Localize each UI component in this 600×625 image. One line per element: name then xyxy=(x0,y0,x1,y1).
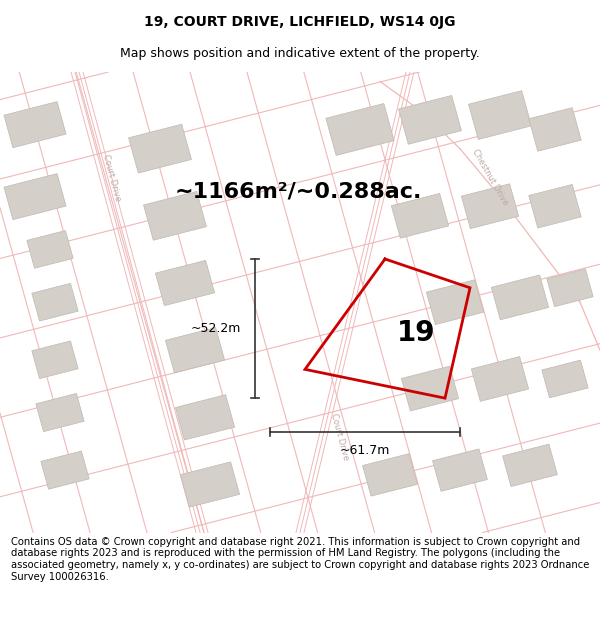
Polygon shape xyxy=(36,394,84,432)
Text: ~52.2m: ~52.2m xyxy=(191,322,241,335)
Polygon shape xyxy=(427,280,484,324)
Polygon shape xyxy=(175,395,235,440)
Polygon shape xyxy=(143,191,206,240)
Text: Contains OS data © Crown copyright and database right 2021. This information is : Contains OS data © Crown copyright and d… xyxy=(11,537,589,582)
Polygon shape xyxy=(529,107,581,151)
Polygon shape xyxy=(166,328,224,372)
Polygon shape xyxy=(181,462,239,507)
Text: Court Drive: Court Drive xyxy=(101,153,122,202)
Polygon shape xyxy=(398,96,461,144)
Text: ~1166m²/~0.288ac.: ~1166m²/~0.288ac. xyxy=(175,182,422,202)
Polygon shape xyxy=(41,451,89,489)
Polygon shape xyxy=(326,104,394,156)
Polygon shape xyxy=(547,269,593,307)
Polygon shape xyxy=(461,184,518,229)
Text: 19: 19 xyxy=(397,319,436,348)
Polygon shape xyxy=(128,124,191,173)
Polygon shape xyxy=(469,91,532,139)
Polygon shape xyxy=(503,444,557,486)
Polygon shape xyxy=(32,341,78,379)
Polygon shape xyxy=(542,360,588,398)
Polygon shape xyxy=(391,193,449,238)
Polygon shape xyxy=(4,174,66,219)
Polygon shape xyxy=(491,275,548,320)
Polygon shape xyxy=(362,454,418,496)
Polygon shape xyxy=(433,449,487,491)
Polygon shape xyxy=(401,366,458,411)
Text: 19, COURT DRIVE, LICHFIELD, WS14 0JG: 19, COURT DRIVE, LICHFIELD, WS14 0JG xyxy=(144,14,456,29)
Polygon shape xyxy=(472,357,529,401)
Polygon shape xyxy=(529,184,581,228)
Polygon shape xyxy=(4,102,66,148)
Text: Chestnut Drive: Chestnut Drive xyxy=(470,148,510,207)
Polygon shape xyxy=(155,261,215,306)
Polygon shape xyxy=(32,283,78,321)
Polygon shape xyxy=(27,231,73,268)
Text: Map shows position and indicative extent of the property.: Map shows position and indicative extent… xyxy=(120,48,480,61)
Text: Court Drive: Court Drive xyxy=(329,412,350,461)
Text: ~61.7m: ~61.7m xyxy=(340,444,390,458)
